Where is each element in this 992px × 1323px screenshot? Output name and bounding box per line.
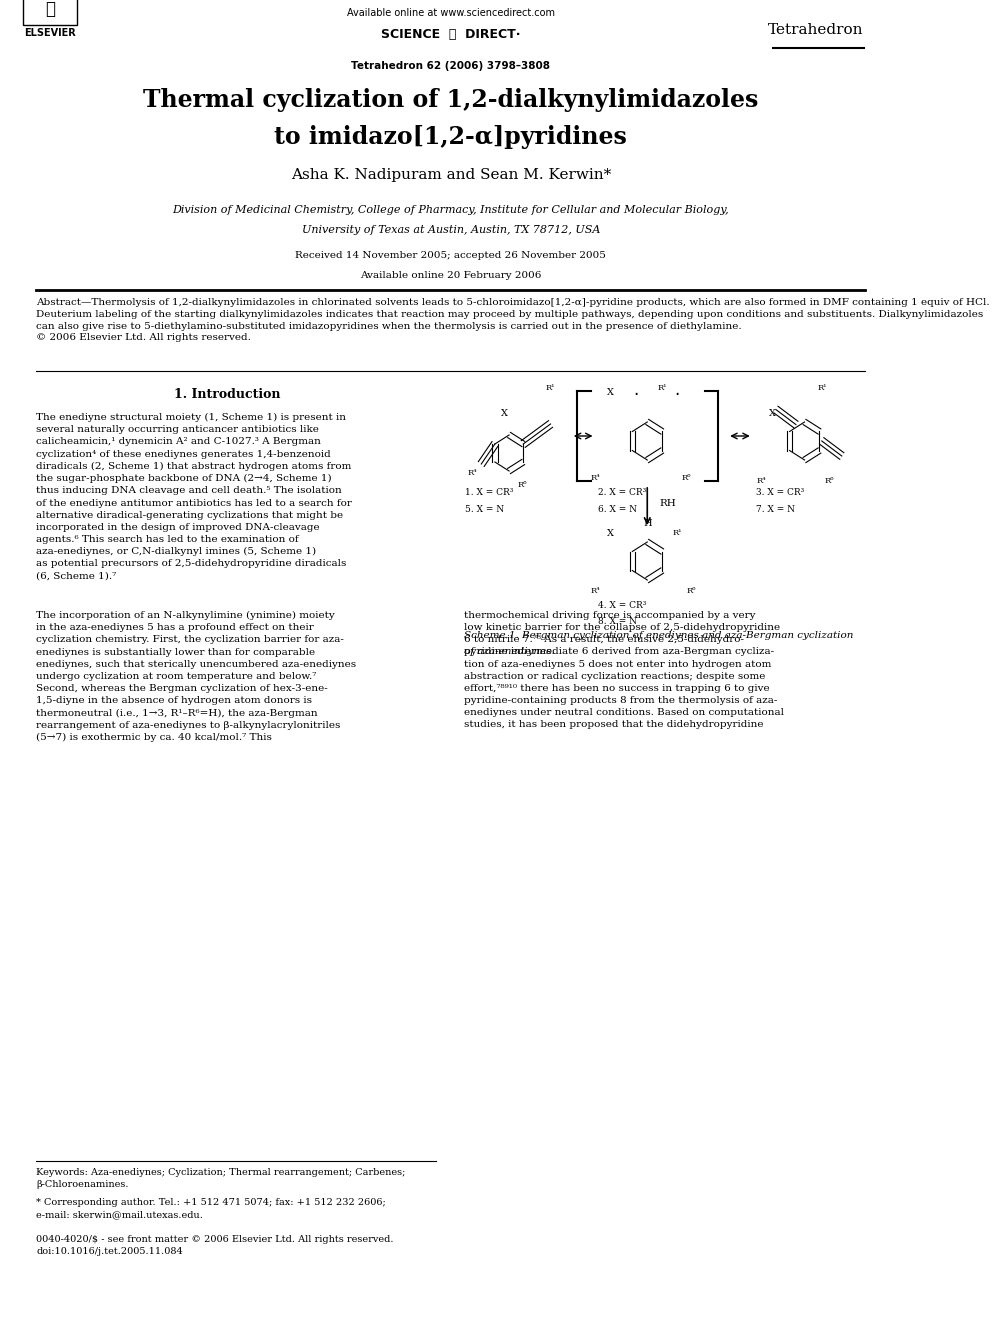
Text: University of Texas at Austin, Austin, TX 78712, USA: University of Texas at Austin, Austin, T…	[302, 225, 600, 235]
Text: R⁴: R⁴	[590, 587, 600, 595]
Text: X: X	[501, 409, 508, 418]
Text: 5. X = N: 5. X = N	[465, 505, 505, 515]
Text: R¹: R¹	[673, 529, 682, 537]
Text: Tetrahedron: Tetrahedron	[768, 22, 864, 37]
Text: R⁶: R⁶	[682, 474, 691, 482]
Text: Received 14 November 2005; accepted 26 November 2005: Received 14 November 2005; accepted 26 N…	[296, 251, 606, 261]
Text: Available online at www.sciencedirect.com: Available online at www.sciencedirect.co…	[347, 8, 555, 19]
Text: Division of Medicinal Chemistry, College of Pharmacy, Institute for Cellular and: Division of Medicinal Chemistry, College…	[173, 205, 729, 216]
Text: 6. X = N: 6. X = N	[598, 505, 637, 515]
Text: H: H	[643, 519, 652, 528]
Text: Tetrahedron 62 (2006) 3798–3808: Tetrahedron 62 (2006) 3798–3808	[351, 61, 551, 71]
Text: X: X	[607, 528, 614, 537]
Text: R⁴: R⁴	[757, 478, 767, 486]
Text: RH: RH	[659, 499, 676, 508]
Text: Thermal cyclization of 1,2-dialkynylimidazoles: Thermal cyclization of 1,2-dialkynylimid…	[143, 89, 759, 112]
Text: Abstract—Thermolysis of 1,2-dialkynylimidazoles in chlorinated solvents leads to: Abstract—Thermolysis of 1,2-dialkynylimi…	[37, 298, 990, 343]
Text: R⁶: R⁶	[518, 482, 528, 490]
Text: ·: ·	[634, 386, 639, 404]
Text: 1. Introduction: 1. Introduction	[174, 388, 281, 401]
Text: of aza-enediynes.: of aza-enediynes.	[463, 647, 555, 656]
Text: Scheme 1. Bergman cyclization of enediynes and aza-Bergman cyclization: Scheme 1. Bergman cyclization of enediyn…	[463, 631, 853, 640]
Text: R⁴: R⁴	[590, 474, 600, 482]
Text: 7. X = N: 7. X = N	[756, 505, 796, 515]
Text: to imidazo[1,2-α]pyridines: to imidazo[1,2-α]pyridines	[275, 124, 627, 149]
Text: 2. X = CR³: 2. X = CR³	[598, 488, 647, 497]
Text: * Corresponding author. Tel.: +1 512 471 5074; fax: +1 512 232 2606;
e-mail: ske: * Corresponding author. Tel.: +1 512 471…	[37, 1199, 386, 1218]
Text: R⁴: R⁴	[468, 468, 477, 478]
Text: ELSEVIER: ELSEVIER	[24, 28, 75, 38]
Text: X: X	[769, 409, 776, 418]
Text: ·: ·	[675, 386, 680, 404]
Text: R¹: R¹	[657, 384, 667, 392]
Text: thermochemical driving force is accompanied by a very
low kinetic barrier for th: thermochemical driving force is accompan…	[463, 611, 784, 729]
Bar	[23, 0, 77, 25]
Text: 0040-4020/$ - see front matter © 2006 Elsevier Ltd. All rights reserved.
doi:10.: 0040-4020/$ - see front matter © 2006 El…	[37, 1234, 394, 1256]
Text: The incorporation of an N-alkynylimine (ynimine) moiety
in the aza-enediynes 5 h: The incorporation of an N-alkynylimine (…	[37, 611, 356, 742]
Text: R¹: R¹	[546, 384, 555, 392]
Text: The enediyne structural moiety (1, Scheme 1) is present in
several naturally occ: The enediyne structural moiety (1, Schem…	[37, 413, 352, 581]
Text: 1. X = CR³: 1. X = CR³	[465, 488, 514, 497]
Text: 🌳: 🌳	[45, 0, 55, 19]
Text: R⁶: R⁶	[824, 478, 834, 486]
Text: 8. X = N: 8. X = N	[598, 617, 637, 626]
Text: 4. X = CR³: 4. X = CR³	[598, 601, 647, 610]
Text: X: X	[607, 389, 614, 397]
Text: R⁶: R⁶	[686, 587, 695, 595]
Text: Asha K. Nadipuram and Sean M. Kerwin*: Asha K. Nadipuram and Sean M. Kerwin*	[291, 168, 611, 183]
Text: R¹: R¹	[818, 384, 827, 392]
Text: SCIENCE  ⓓ  DIRECT·: SCIENCE ⓓ DIRECT·	[381, 28, 521, 41]
Text: Available online 20 February 2006: Available online 20 February 2006	[360, 271, 542, 280]
Text: 3. X = CR³: 3. X = CR³	[756, 488, 805, 497]
Text: Keywords: Aza-enediynes; Cyclization; Thermal rearrangement; Carbenes;
β-Chloroe: Keywords: Aza-enediynes; Cyclization; Th…	[37, 1168, 406, 1189]
